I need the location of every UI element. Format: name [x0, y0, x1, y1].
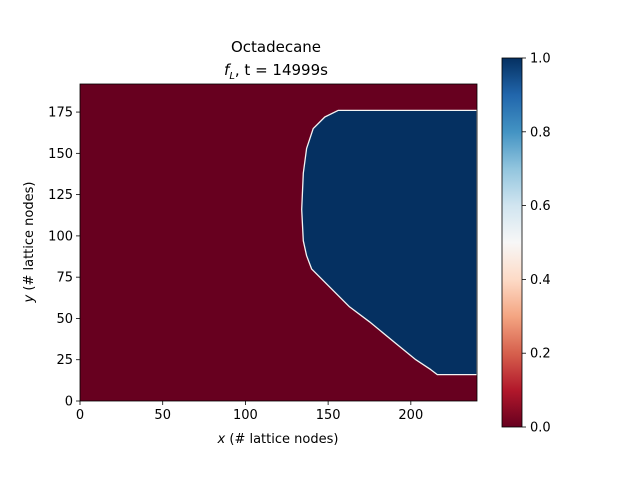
colorbar	[501, 57, 523, 428]
y-axis-label-text: (# lattice nodes)	[22, 182, 37, 295]
subtitle-variable: f	[224, 61, 232, 79]
colorbar-tick-label: 0.8	[530, 125, 551, 140]
colorbar-axis: 0.0 0.2 0.4 0.6 0.8 1.0	[522, 52, 551, 436]
liquid-region	[301, 109, 478, 376]
y-tick-label: 50	[56, 312, 73, 327]
y-tick-label: 100	[48, 229, 73, 244]
x-axis-label: x (# lattice nodes)	[217, 432, 339, 447]
x-axis-label-variable: x	[217, 432, 226, 447]
y-tick-label: 125	[48, 188, 73, 203]
x-tick-label: 150	[316, 408, 341, 423]
y-tick-label: 0	[65, 395, 73, 410]
subtitle-equation: , t = 14999s	[235, 61, 328, 79]
colorbar-tick-label: 1.0	[530, 52, 551, 67]
y-axis: 0 25 50 75 100 125 150 175	[48, 106, 80, 410]
y-tick-label: 150	[48, 147, 73, 162]
colorbar-tick-label: 0.4	[530, 273, 551, 288]
colorbar-tick-label: 0.2	[530, 347, 551, 362]
y-axis-label-variable: y	[22, 294, 37, 303]
y-tick-label: 175	[48, 106, 73, 121]
colorbar-tick-label: 0.0	[530, 421, 551, 436]
x-tick-label: 100	[233, 408, 258, 423]
x-tick-label: 50	[154, 408, 171, 423]
subtitle-subscript: L	[229, 71, 235, 82]
chart-title: Octadecane	[231, 38, 321, 56]
x-tick-label: 200	[398, 408, 423, 423]
colorbar-tick-label: 0.6	[530, 199, 551, 214]
y-axis-label: y (# lattice nodes)	[22, 182, 37, 304]
y-tick-label: 25	[56, 353, 73, 368]
x-axis-label-text: (# lattice nodes)	[225, 432, 338, 447]
x-axis: 0 50 100 150 200	[76, 401, 423, 423]
chart-subtitle: fL, t = 14999s	[224, 61, 328, 82]
y-tick-label: 75	[56, 271, 73, 286]
heatmap-plot-area	[79, 83, 478, 402]
x-tick-label: 0	[76, 408, 84, 423]
plot-frame	[79, 83, 478, 402]
